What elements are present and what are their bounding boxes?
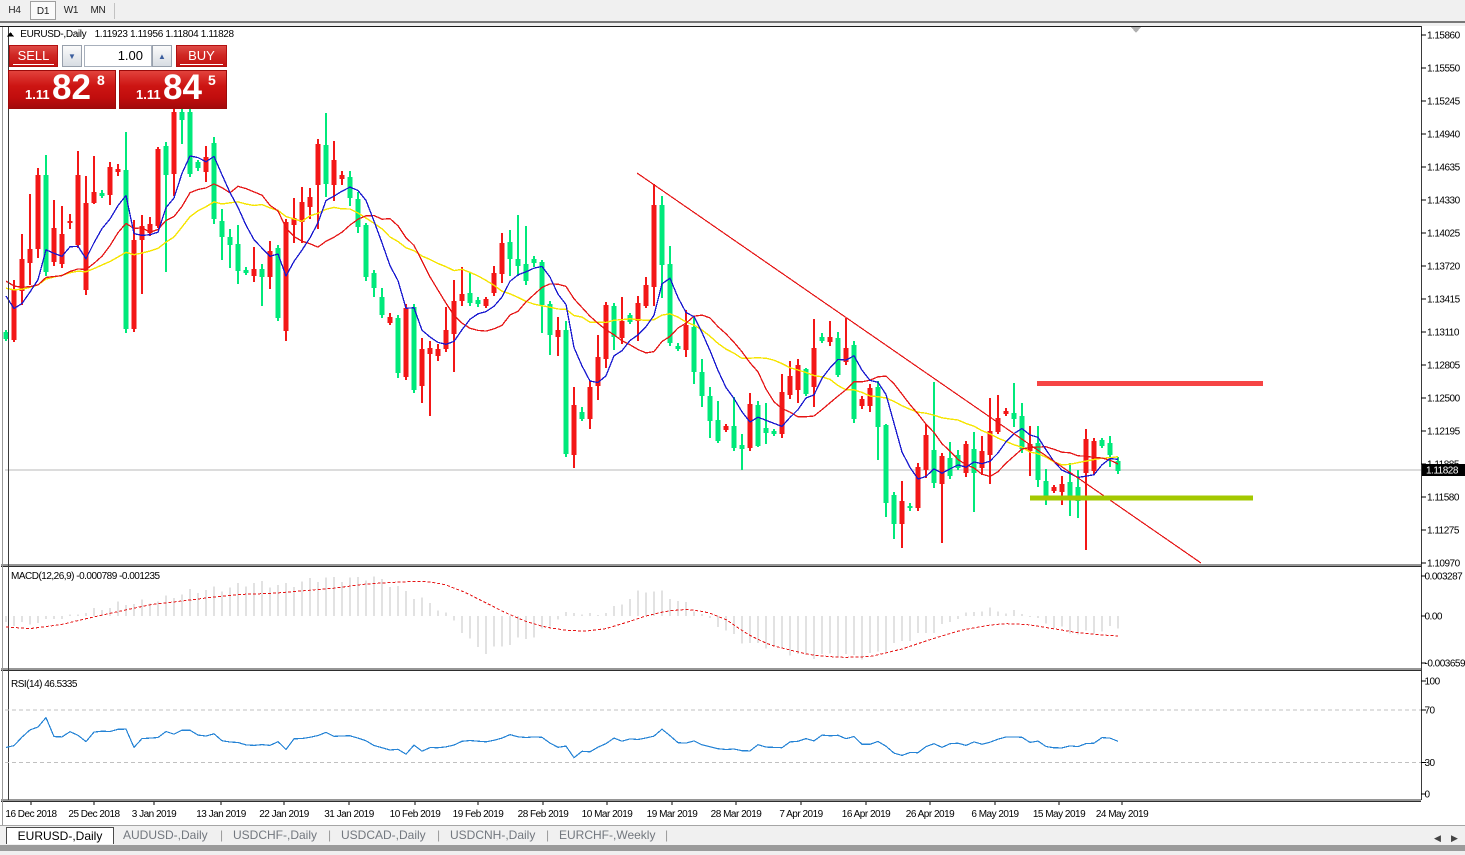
- svg-text:1.14940: 1.14940: [1427, 130, 1461, 141]
- svg-text:16 Dec 2018: 16 Dec 2018: [5, 809, 57, 820]
- svg-text:100: 100: [1425, 677, 1441, 688]
- svg-text:1.11580: 1.11580: [1427, 493, 1460, 504]
- svg-text:7 Apr 2019: 7 Apr 2019: [779, 809, 823, 820]
- svg-text:19 Feb 2019: 19 Feb 2019: [453, 809, 505, 820]
- svg-text:1.11828: 1.11828: [1426, 466, 1459, 477]
- svg-text:1.15550: 1.15550: [1427, 64, 1461, 75]
- svg-text:1.11923 1.11956 1.11804 1.1182: 1.11923 1.11956 1.11804 1.11828: [95, 29, 235, 40]
- svg-text:1.11275: 1.11275: [1427, 526, 1460, 537]
- svg-text:1.14635: 1.14635: [1427, 163, 1461, 174]
- svg-text:19 Mar 2019: 19 Mar 2019: [647, 809, 699, 820]
- svg-text:22 Jan 2019: 22 Jan 2019: [259, 809, 309, 820]
- svg-text:28 Feb 2019: 28 Feb 2019: [518, 809, 570, 820]
- svg-text:25 Dec 2018: 25 Dec 2018: [68, 809, 120, 820]
- svg-text:30: 30: [1425, 758, 1436, 769]
- svg-text:1.13720: 1.13720: [1427, 262, 1461, 273]
- svg-text:1.13110: 1.13110: [1427, 328, 1460, 339]
- svg-text:3 Jan 2019: 3 Jan 2019: [132, 809, 177, 820]
- svg-text:1.12195: 1.12195: [1427, 427, 1461, 438]
- svg-text:0.00: 0.00: [1425, 612, 1443, 623]
- svg-text:MACD(12,26,9) -0.000789 -0.001: MACD(12,26,9) -0.000789 -0.001235: [11, 571, 161, 582]
- svg-text:1.15245: 1.15245: [1427, 97, 1461, 108]
- svg-text:0: 0: [1425, 790, 1431, 801]
- svg-text:1.14330: 1.14330: [1427, 196, 1461, 207]
- svg-text:1.12805: 1.12805: [1427, 361, 1461, 372]
- svg-text:13 Jan 2019: 13 Jan 2019: [196, 809, 246, 820]
- svg-text:31 Jan 2019: 31 Jan 2019: [324, 809, 374, 820]
- svg-text:70: 70: [1425, 706, 1436, 717]
- svg-text:15 May 2019: 15 May 2019: [1033, 809, 1086, 820]
- svg-text:0.003287: 0.003287: [1425, 572, 1464, 583]
- svg-text:1.10970: 1.10970: [1427, 559, 1461, 570]
- svg-text:6 May 2019: 6 May 2019: [971, 809, 1019, 820]
- svg-text:1.14025: 1.14025: [1427, 229, 1461, 240]
- svg-text:EURUSD-,Daily: EURUSD-,Daily: [20, 29, 86, 40]
- svg-text:28 Mar 2019: 28 Mar 2019: [711, 809, 763, 820]
- svg-text:10 Feb 2019: 10 Feb 2019: [390, 809, 442, 820]
- svg-text:1.15860: 1.15860: [1427, 31, 1461, 42]
- svg-text:-0.003659: -0.003659: [1425, 659, 1465, 670]
- svg-text:1.13415: 1.13415: [1427, 295, 1461, 306]
- svg-text:16 Apr 2019: 16 Apr 2019: [842, 809, 891, 820]
- svg-text:10 Mar 2019: 10 Mar 2019: [582, 809, 634, 820]
- svg-text:1.12500: 1.12500: [1427, 394, 1461, 405]
- svg-text:26 Apr 2019: 26 Apr 2019: [906, 809, 955, 820]
- svg-text:24 May 2019: 24 May 2019: [1096, 809, 1149, 820]
- svg-text:RSI(14) 46.5335: RSI(14) 46.5335: [11, 679, 78, 690]
